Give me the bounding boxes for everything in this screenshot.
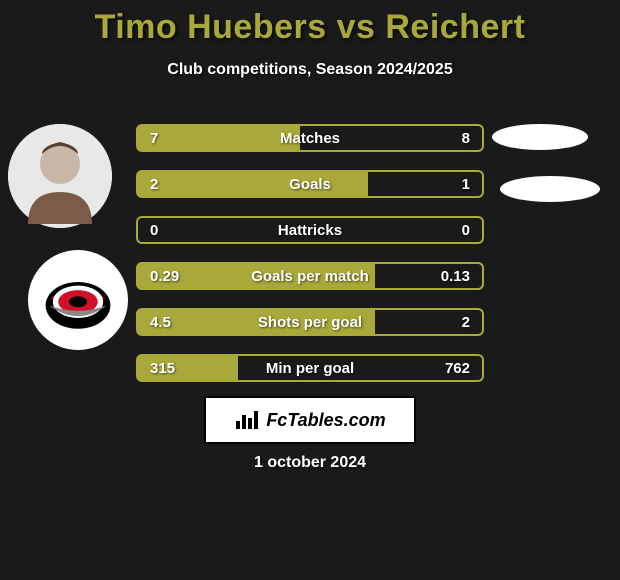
stats-table: 7 Matches 8 2 Goals 1 0 Hattricks 0 0.29… <box>136 124 484 400</box>
stat-right-value: 0 <box>462 222 470 239</box>
date-label: 1 october 2024 <box>0 454 620 472</box>
page-title: Timo Huebers vs Reichert <box>0 0 620 47</box>
stat-right-value: 2 <box>462 314 470 331</box>
bars-icon <box>234 409 262 431</box>
stat-right-value: 0.13 <box>441 268 470 285</box>
compare-bubble-goals <box>500 176 600 202</box>
team-logo-icon <box>42 264 114 336</box>
stat-label: Goals per match <box>138 268 482 285</box>
stat-row-min-per-goal: 315 Min per goal 762 <box>136 354 484 382</box>
avatars-column <box>8 124 128 350</box>
stat-right-value: 1 <box>462 176 470 193</box>
page-subtitle: Club competitions, Season 2024/2025 <box>0 61 620 79</box>
stat-right-value: 762 <box>445 360 470 377</box>
stat-row-matches: 7 Matches 8 <box>136 124 484 152</box>
stat-label: Hattricks <box>138 222 482 239</box>
brand-text: FcTables.com <box>266 410 385 431</box>
stat-row-shots-per-goal: 4.5 Shots per goal 2 <box>136 308 484 336</box>
compare-bubble-matches <box>492 124 588 150</box>
person-placeholder-icon <box>8 124 112 228</box>
stat-label: Shots per goal <box>138 314 482 331</box>
stat-label: Min per goal <box>138 360 482 377</box>
brand-link[interactable]: FcTables.com <box>204 396 416 444</box>
stat-row-goals: 2 Goals 1 <box>136 170 484 198</box>
stat-row-goals-per-match: 0.29 Goals per match 0.13 <box>136 262 484 290</box>
stat-right-value: 8 <box>462 130 470 147</box>
stat-label: Goals <box>138 176 482 193</box>
stat-label: Matches <box>138 130 482 147</box>
player2-avatar <box>28 250 128 350</box>
stat-row-hattricks: 0 Hattricks 0 <box>136 216 484 244</box>
player1-avatar <box>8 124 112 228</box>
